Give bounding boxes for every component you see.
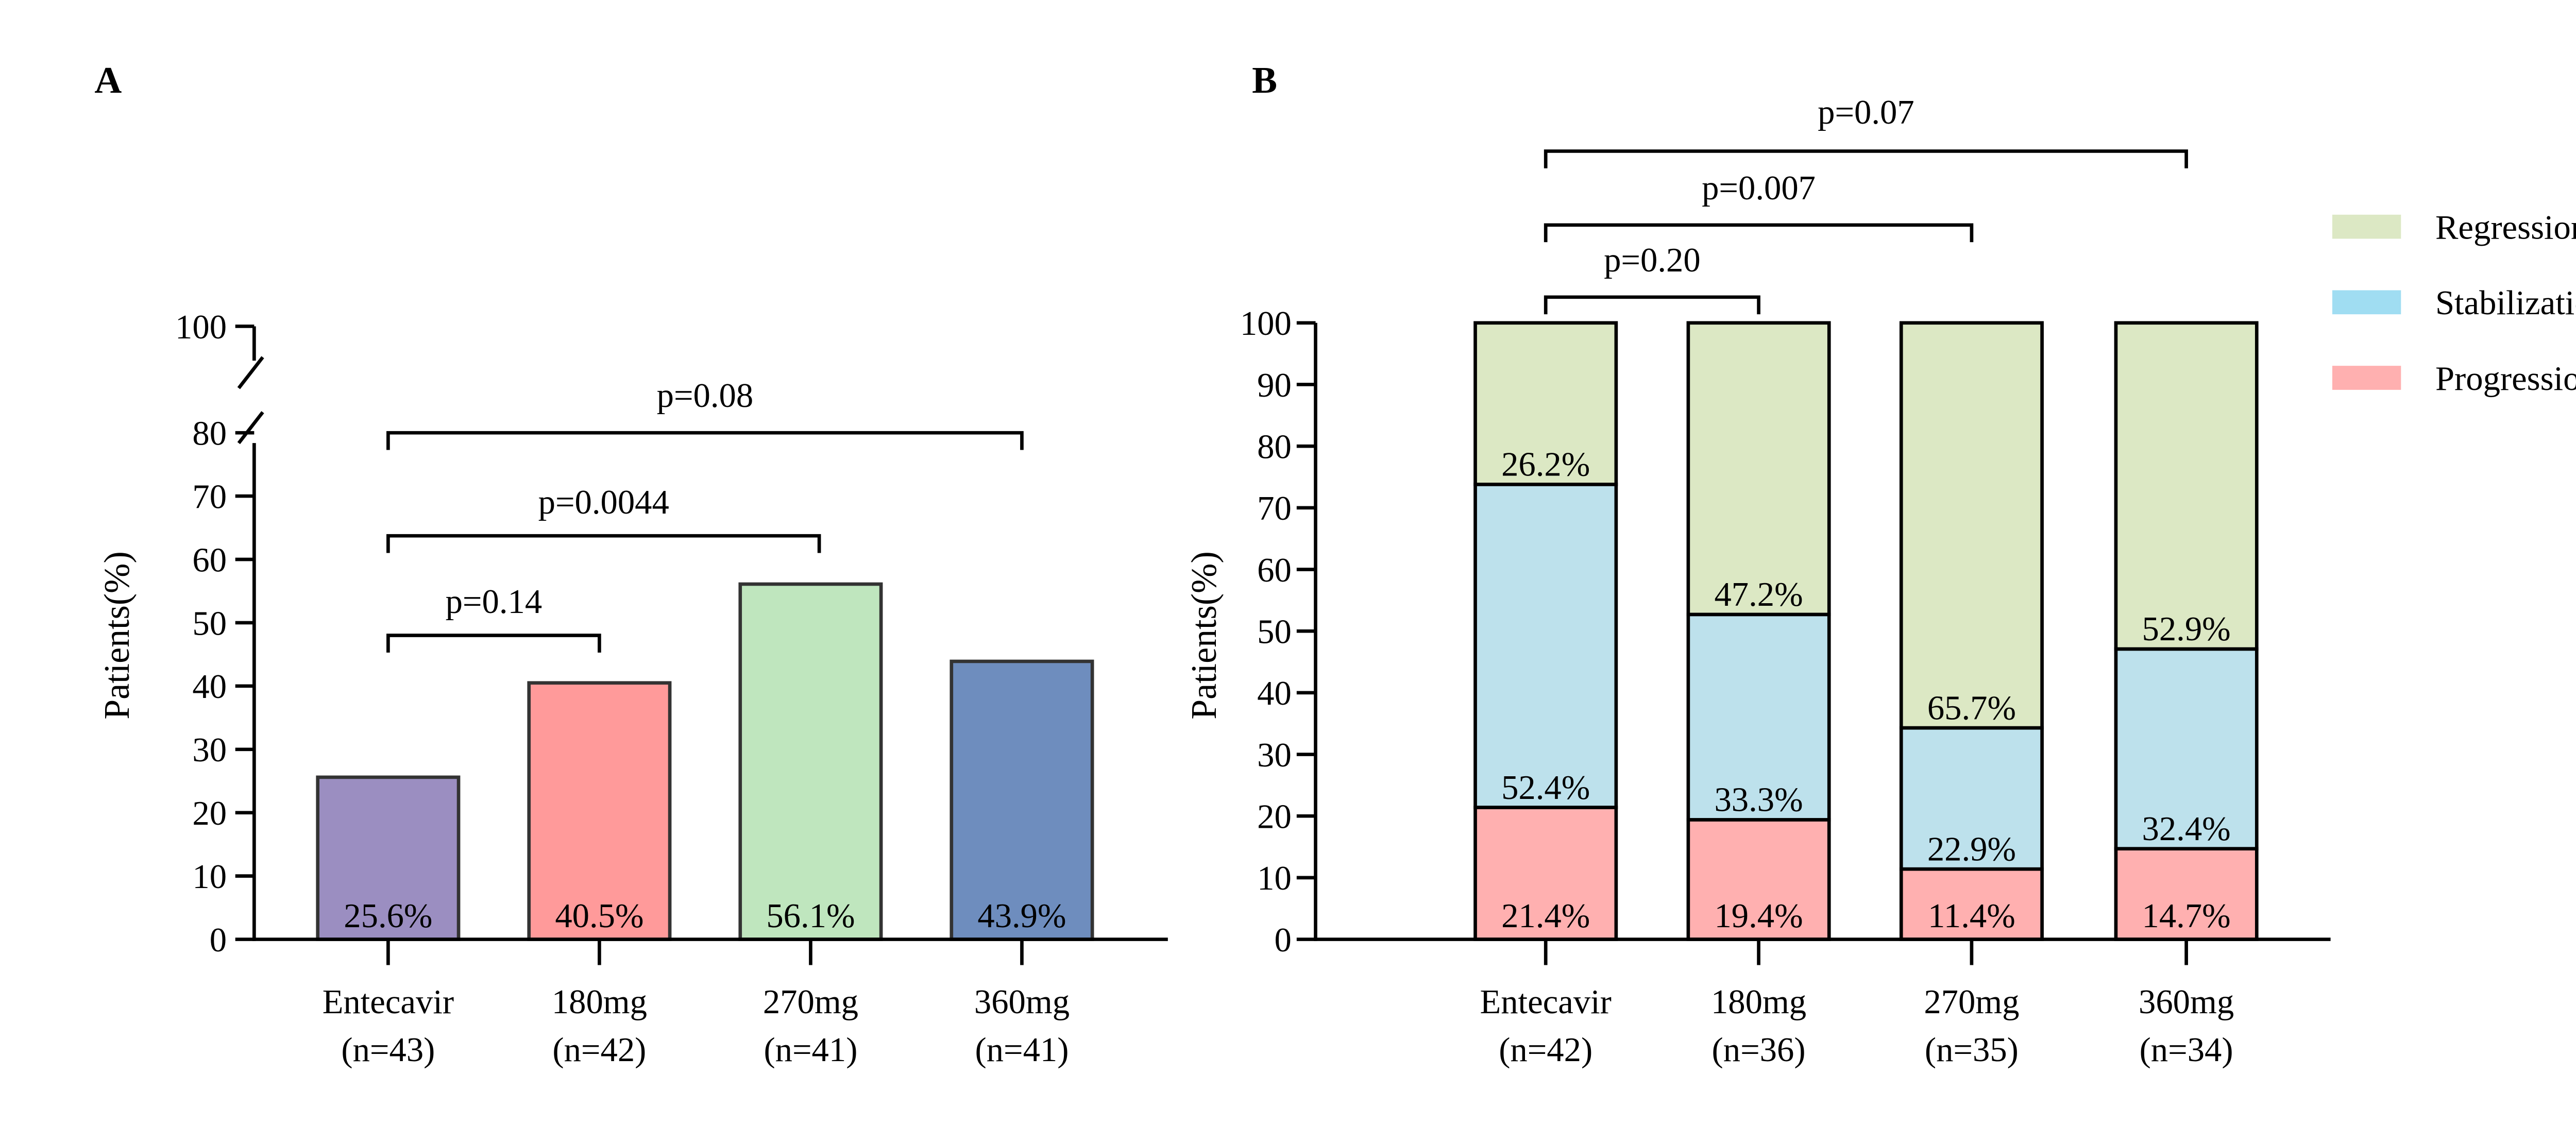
bar-segment-regression (1473, 321, 1618, 486)
p-value-label: p=0.0044 (538, 484, 669, 521)
panel-b-label: B (1252, 59, 1277, 101)
x-tick-n-label: (n=34) (2140, 1031, 2233, 1069)
x-tick-n-label: (n=42) (1499, 1031, 1592, 1069)
y-tick-label: 0 (210, 922, 227, 959)
bar-segment-stabilization (1473, 483, 1618, 809)
y-tick-label: 60 (1257, 552, 1292, 589)
y-tick-label: 70 (192, 478, 227, 516)
panel-b-chart: 21.4% 52.4% 26.2% Entecavir (n=42) 19.4% 33.3%… (1240, 94, 2576, 1069)
y-tick-label: 30 (192, 731, 227, 769)
bar-segment-regression (1686, 321, 1831, 617)
panel-a-chart: 25.6% Entecavir (n=43) 40.5% 180mg (n=42) 56.1… (175, 309, 1168, 1069)
bar-segment-regression (2114, 321, 2259, 651)
legend-label-progression: Progression (2435, 360, 2576, 398)
segment-data-label: 14.7% (2142, 897, 2231, 935)
y-tick-label: 100 (175, 309, 227, 346)
y-tick-label: 40 (192, 668, 227, 706)
y-tick-label: 20 (192, 795, 227, 832)
segment-data-label: 52.4% (1501, 769, 1590, 807)
y-tick-label: 80 (192, 415, 227, 452)
x-tick-label: 360mg (974, 983, 1070, 1021)
axis-break-mark (237, 356, 264, 389)
y-tick-label: 70 (1257, 490, 1292, 527)
bar-data-label: 56.1% (766, 897, 855, 935)
panel-a-ylabel: Patients(%) (97, 551, 137, 720)
bar-segment-progression (1686, 818, 1831, 941)
p-value-label: p=0.007 (1702, 169, 1816, 207)
x-tick-label: Entecavir (323, 983, 454, 1021)
legend-swatch-stabilization (2332, 290, 2401, 315)
x-tick-label: 360mg (2139, 983, 2234, 1021)
legend-label-regression: Regression (2435, 209, 2576, 246)
bar-270mg (738, 582, 883, 941)
bar-180mg (527, 681, 672, 941)
panel-a-label: A (94, 59, 122, 101)
bar-360mg (950, 659, 1094, 941)
bar-Entecavir (316, 775, 461, 941)
y-tick-label: 10 (192, 858, 227, 896)
y-tick-label: 0 (1274, 922, 1291, 959)
significance-bracket (1544, 223, 1974, 243)
axis-break-mark (237, 411, 264, 445)
y-tick-label: 50 (1257, 613, 1292, 651)
significance-bracket (386, 534, 821, 553)
y-tick-label: 20 (1257, 798, 1292, 836)
segment-data-label: 11.4% (1928, 897, 2015, 935)
y-tick-label: 40 (1257, 675, 1292, 712)
x-tick-n-label: (n=41) (975, 1031, 1069, 1069)
bar-data-label: 40.5% (555, 897, 643, 935)
segment-data-label: 22.9% (1927, 830, 2016, 868)
segment-data-label: 47.2% (1714, 576, 1803, 613)
x-tick-n-label: (n=43) (341, 1031, 435, 1069)
y-tick-label: 80 (1257, 428, 1292, 466)
legend-label-stabilization: Stabilization (2435, 284, 2576, 322)
x-tick-n-label: (n=36) (1712, 1031, 1806, 1069)
segment-data-label: 19.4% (1714, 897, 1803, 935)
x-tick-n-label: (n=35) (1925, 1031, 2019, 1069)
p-value-label: p=0.08 (657, 377, 754, 415)
significance-bracket (386, 634, 601, 653)
bar-segment-stabilization (1686, 612, 1831, 822)
bar-data-label: 25.6% (344, 897, 432, 935)
y-tick-label: 30 (1257, 737, 1292, 774)
x-tick-label: Entecavir (1480, 983, 1612, 1021)
x-tick-label: 270mg (763, 983, 858, 1021)
segment-data-label: 32.4% (2142, 810, 2231, 848)
p-value-label: p=0.07 (1818, 94, 1914, 131)
x-tick-label: 270mg (1924, 983, 2019, 1021)
x-tick-n-label: (n=41) (764, 1031, 857, 1069)
significance-bracket (1544, 295, 1760, 315)
bar-segment-regression (1899, 321, 2044, 730)
y-tick-label: 90 (1257, 367, 1292, 404)
legend-swatch-progression (2332, 366, 2401, 390)
x-tick-label: 180mg (552, 983, 647, 1021)
segment-data-label: 33.3% (1714, 781, 1803, 819)
segment-data-label: 26.2% (1501, 446, 1590, 484)
panel-b-ylabel: Patients(%) (1184, 551, 1224, 720)
bar-segment-progression (1473, 806, 1618, 941)
bar-segment-stabilization (2114, 647, 2259, 850)
p-value-label: p=0.20 (1604, 242, 1701, 279)
legend-swatch-regression (2332, 214, 2401, 239)
y-tick-label: 60 (192, 541, 227, 579)
bar-data-label: 43.9% (977, 897, 1066, 935)
x-tick-label: 180mg (1711, 983, 1806, 1021)
y-tick-label: 50 (192, 605, 227, 642)
y-tick-label: 100 (1240, 305, 1292, 343)
segment-data-label: 21.4% (1501, 897, 1590, 935)
segment-data-label: 52.9% (2142, 610, 2231, 648)
x-tick-n-label: (n=42) (552, 1031, 646, 1069)
significance-bracket (1544, 149, 2188, 168)
p-value-label: p=0.14 (446, 583, 543, 621)
segment-data-label: 65.7% (1927, 689, 2016, 727)
y-tick-label: 10 (1257, 860, 1292, 897)
significance-bracket (386, 431, 1024, 450)
